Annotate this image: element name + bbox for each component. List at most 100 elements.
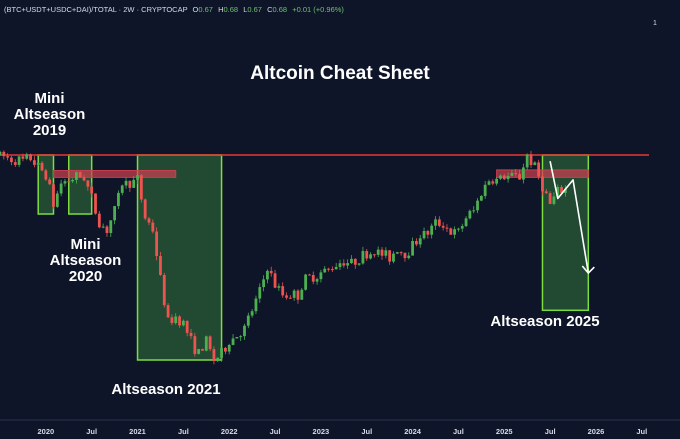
open-label: O	[192, 5, 199, 14]
candle	[288, 297, 292, 299]
candle	[63, 181, 67, 184]
candle	[101, 226, 105, 228]
candle	[300, 289, 304, 300]
candle	[479, 195, 483, 201]
candle	[239, 336, 243, 338]
altseason-zone	[541, 154, 590, 312]
candle	[250, 311, 254, 316]
chart-title: Altcoin Cheat Sheet	[250, 63, 430, 84]
candle	[189, 332, 193, 337]
chart-header: (BTC+USDT+USDC+DAI)/TOTAL · 2W · CRYPTOC…	[4, 5, 344, 14]
candle	[518, 174, 521, 180]
candle	[2, 151, 6, 157]
candle	[21, 156, 25, 159]
candle	[376, 249, 380, 255]
candle	[499, 175, 502, 179]
candle	[78, 172, 82, 178]
candle	[143, 199, 147, 219]
candle	[437, 219, 441, 226]
x-tick-label: Jul	[86, 427, 97, 436]
candle	[227, 344, 231, 352]
candle	[174, 316, 178, 324]
candle	[94, 193, 97, 214]
candle	[162, 275, 166, 306]
candle	[254, 298, 258, 312]
candle	[136, 175, 139, 180]
candle	[139, 175, 143, 200]
candle	[392, 253, 395, 262]
open-value: 0.67	[198, 5, 213, 14]
candle	[67, 181, 71, 183]
candle	[510, 172, 514, 176]
x-tick-label: 2021	[129, 427, 146, 436]
x-tick-label: Jul	[636, 427, 647, 436]
symbol-label: (BTC+USDT+USDC+DAI)/TOTAL · 2W · CRYPTOC…	[4, 5, 188, 14]
candle	[552, 196, 556, 204]
low-value: 0.67	[247, 5, 262, 14]
candle	[422, 230, 426, 239]
candle	[430, 225, 434, 235]
candle	[556, 186, 560, 197]
candle	[201, 349, 204, 351]
candle	[86, 180, 90, 187]
candle	[411, 241, 414, 256]
candle	[277, 286, 281, 288]
candle	[75, 172, 78, 180]
x-tick-label: Jul	[453, 427, 464, 436]
candle	[353, 258, 357, 265]
projection-path	[549, 161, 590, 274]
x-tick-label: 2022	[221, 427, 238, 436]
high-value: 0.68	[223, 5, 239, 14]
candle	[212, 349, 216, 362]
candle	[90, 186, 94, 194]
candle	[415, 241, 418, 245]
candle	[563, 188, 567, 193]
candle	[262, 279, 265, 288]
x-tick-label: 2023	[313, 427, 330, 436]
high-label: H	[218, 5, 224, 14]
candles	[0, 150, 567, 365]
candle	[342, 263, 346, 266]
arrow-head	[581, 265, 595, 275]
candle	[506, 175, 510, 180]
candle	[6, 156, 10, 158]
candle	[476, 200, 479, 211]
candle	[514, 172, 518, 175]
candle	[197, 349, 201, 354]
candle	[246, 315, 250, 326]
candle	[44, 170, 48, 180]
candle	[323, 268, 327, 273]
close-value: 0.68	[272, 5, 288, 14]
candle	[25, 154, 29, 159]
candle	[407, 255, 411, 259]
annotation-mini-altseason-2019: Mini Altseason 2019	[13, 90, 86, 139]
candle	[193, 336, 197, 354]
x-tick-label: 2026	[588, 427, 605, 436]
x-tick-label: Jul	[270, 427, 281, 436]
candle	[537, 162, 541, 177]
candle	[216, 357, 220, 362]
candle	[308, 274, 311, 276]
candle	[40, 162, 44, 171]
candle	[273, 273, 277, 288]
candle	[285, 295, 288, 298]
candle	[334, 266, 338, 270]
candle	[29, 154, 32, 161]
candle	[32, 160, 36, 165]
candle	[304, 274, 308, 290]
candle	[525, 154, 529, 168]
x-tick-label: Jul	[361, 427, 372, 436]
candle	[445, 227, 449, 229]
candle	[159, 256, 162, 276]
candle	[0, 151, 2, 155]
candle	[185, 320, 189, 333]
candle	[529, 154, 533, 166]
candle	[48, 179, 52, 185]
candle	[113, 206, 117, 221]
candle	[120, 185, 124, 193]
candle	[166, 305, 170, 318]
candle	[472, 210, 476, 212]
candle	[544, 191, 548, 194]
candle	[55, 193, 59, 207]
